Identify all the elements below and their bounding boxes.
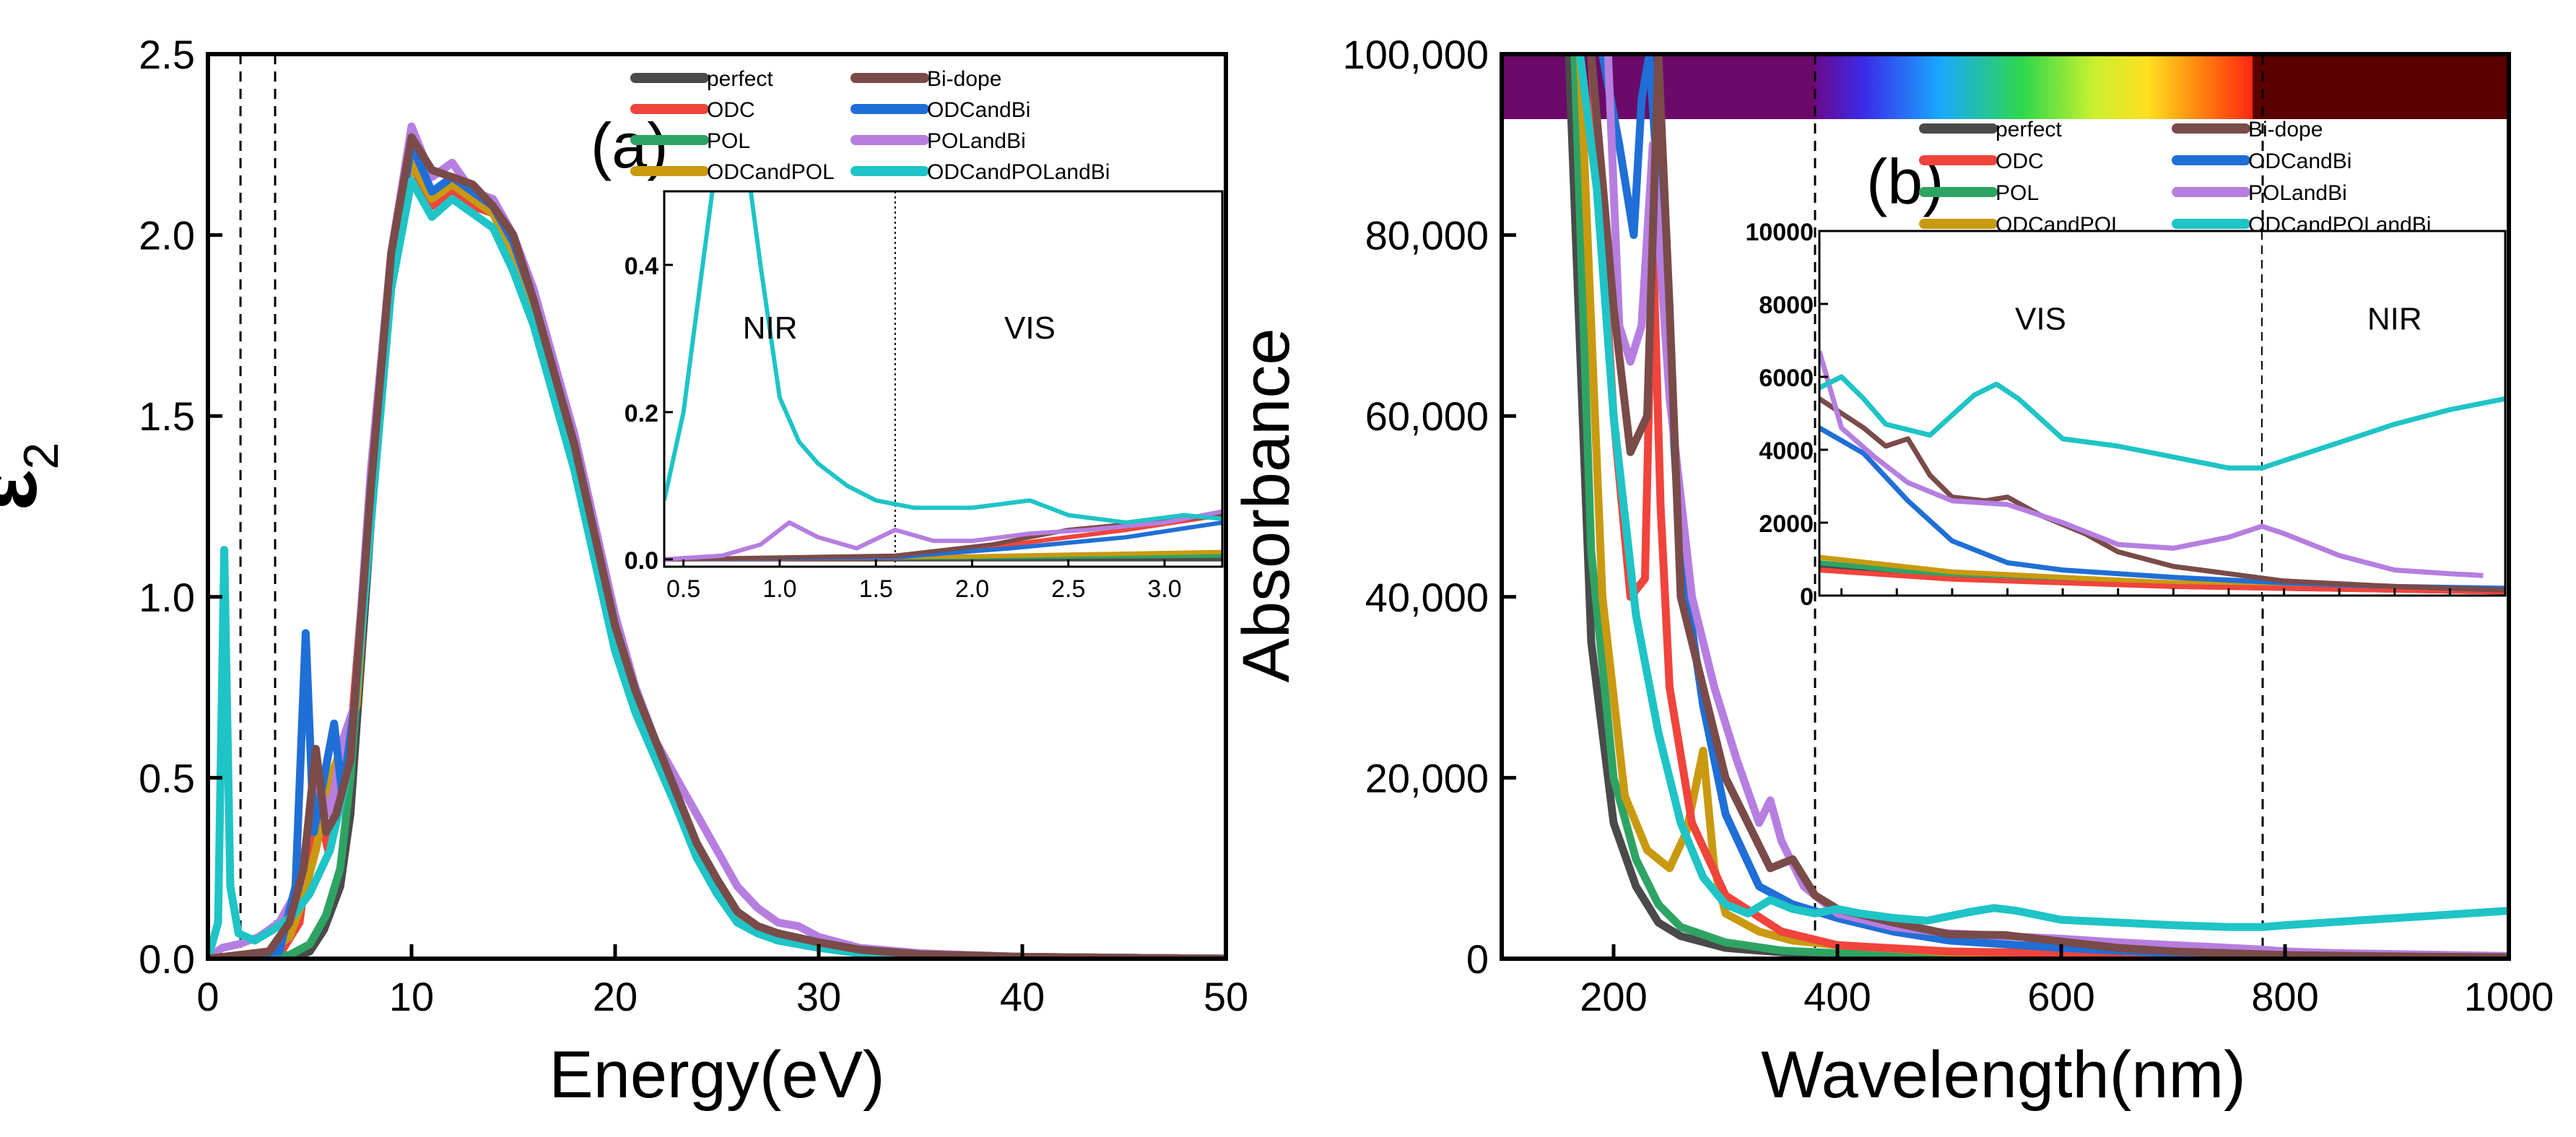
legend-label-bi-dope: Bi-dope: [927, 67, 1001, 91]
legend-label-odc: ODC: [707, 98, 755, 122]
x-tick-label: 40: [1000, 974, 1045, 1019]
x-tick-label: 50: [1204, 974, 1248, 1019]
y-tick-label: 80,000: [1365, 213, 1489, 258]
legend-label-odcandpol: ODCandPOL: [707, 160, 835, 184]
legend-label-polandbi: POLandBi: [927, 129, 1026, 153]
x-tick-label: 10: [389, 974, 434, 1019]
series-line-bi-dope: [1587, 54, 2509, 959]
y-tick-label: 1.5: [139, 393, 195, 439]
y-tick-label: 0: [1466, 936, 1489, 982]
inset-x-tick-label: 3.0: [1147, 575, 1181, 603]
panel-b-series: [1565, 54, 2509, 959]
panel-b-inset-frame: [1818, 230, 2507, 597]
y-tick-label: 0.5: [139, 755, 195, 801]
y-tick-label: 100,000: [1343, 32, 1489, 77]
inset-y-tick-label: 4000: [1759, 437, 1814, 465]
panel-b-inset-series: [1819, 231, 2505, 596]
x-tick-label: 30: [796, 974, 841, 1019]
y-tick-label: 40,000: [1365, 575, 1489, 620]
inset-series-line-polandbi: [1819, 350, 2484, 578]
legend-label-pol: POL: [707, 129, 750, 153]
legend-label-pol: POL: [1996, 181, 2039, 205]
x-tick-label: 0: [196, 974, 219, 1019]
y-tick-label: 2.0: [139, 213, 195, 258]
inset-y-tick-label: 0: [1800, 583, 1814, 611]
inset-x-tick-label: 2.5: [1051, 575, 1085, 603]
legend-label-odcandpolandbi: ODCandPOLandBi: [927, 160, 1110, 184]
inset-y-tick-label: 0.0: [625, 547, 658, 575]
series-line-odcandpolandbi: [1576, 54, 2509, 931]
y-tick-label: 60,000: [1365, 393, 1489, 439]
y-tick-label: 20,000: [1365, 755, 1489, 801]
legend-label-perfect: perfect: [707, 67, 773, 91]
panel-a-y-axis-label: ε2: [0, 443, 69, 511]
legend-label-odcandbi: ODCandBi: [2248, 149, 2351, 173]
legend-label-polandbi: POLandBi: [2248, 181, 2347, 205]
inset-y-tick-label: 0.2: [625, 400, 658, 427]
inset-y-tick-label: 10000: [1745, 219, 1814, 246]
x-tick-label: 400: [1803, 974, 1871, 1019]
inset-series-line-odcandpolandbi: [1819, 374, 2505, 471]
panel-a-legend: perfect Bi-dope ODC ODCandBi POL POLandBi ODCa…: [630, 67, 1110, 184]
inset-region-label-vis: VIS: [2015, 301, 2066, 336]
inset-y-tick-label: 2000: [1759, 510, 1814, 538]
series-line-bi-dope: [208, 133, 1226, 959]
panel-b-ticks: 200 400 600 800 1000020,00040,00060,00080,00…: [1343, 32, 2554, 1019]
legend-label-odc: ODC: [1996, 149, 2044, 173]
series-line-odcandpolandbi: [208, 176, 1226, 959]
legend-label-odcandbi: ODCandBi: [927, 98, 1030, 122]
inset-y-tick-label: 0.4: [625, 253, 658, 280]
inset-region-label-vis: VIS: [1004, 310, 1056, 346]
panel-a-chart: 0 10 20 30 40 500.00.51.01.52.02.5 (a) perfec…: [0, 32, 1248, 1112]
inset-series-line-bi-dope: [1819, 396, 2505, 593]
y-tick-label: 2.5: [139, 32, 195, 77]
inset-x-tick-label: 1.0: [762, 575, 796, 603]
inset-x-tick-label: 0.5: [666, 575, 700, 603]
inset-series-line-odcandpolandbi: [664, 191, 1222, 525]
panel-a-series: [208, 122, 1226, 959]
panel-a-inset-frame: [663, 190, 1224, 568]
y-tick-label: 1.0: [139, 575, 195, 620]
inset-series-line-polandbi: [664, 509, 1222, 562]
inset-x-tick-label: 2.0: [955, 575, 989, 603]
panel-b-inset-background: [1819, 231, 2505, 596]
panel-b-y-axis-label: Absorbance: [1230, 328, 1303, 683]
panel-a-ticks: 0 10 20 30 40 50 0.0 0.5 1.0 1.5 2.0 2.5: [139, 32, 1248, 1019]
panel-b-chart: 200 400 600 800 1000020,00040,00060,00080,00…: [1230, 32, 2554, 1112]
x-tick-label: 800: [2251, 974, 2318, 1019]
panel-a-reference-lines: [239, 54, 277, 959]
x-tick-label: 200: [1580, 974, 1647, 1019]
panel-b-x-axis-label: Wavelength(nm): [1761, 1038, 2246, 1112]
x-tick-label: 600: [2027, 974, 2094, 1019]
inset-x-tick-label: 1.5: [859, 575, 893, 603]
panel-b-plot-frame: [1500, 52, 2511, 961]
legend-label-perfect: perfect: [1996, 118, 2062, 141]
panel-b-inset-ticks: VIS NIR 0 2000 4000 6000 8000 10000: [1745, 219, 2507, 611]
x-tick-label: 1000: [2464, 974, 2554, 1019]
panel-a-inset-ticks: NIR VIS 0.5 1.0 1.5 2.0 2.5 3.0 0.0 0.2 0.4: [625, 253, 1182, 603]
panel-a-x-axis-label: Energy(eV): [549, 1038, 884, 1112]
legend-label-bi-dope: Bi-dope: [2248, 118, 2323, 141]
y-tick-label: 0.0: [139, 936, 195, 982]
panel-a-inset-background: [664, 191, 1222, 567]
x-tick-label: 20: [593, 974, 638, 1019]
series-line-odcandbi: [1598, 54, 2509, 959]
inset-y-tick-label: 6000: [1759, 365, 1814, 392]
panel-a-plot-frame: [206, 52, 1228, 961]
spectrum-bar-ir: [2253, 54, 2509, 119]
inset-y-tick-label: 8000: [1759, 292, 1814, 319]
inset-region-label-nir: NIR: [2367, 301, 2422, 336]
inset-region-label-nir: NIR: [743, 310, 798, 346]
panel-a-inset-series: [664, 191, 1222, 567]
